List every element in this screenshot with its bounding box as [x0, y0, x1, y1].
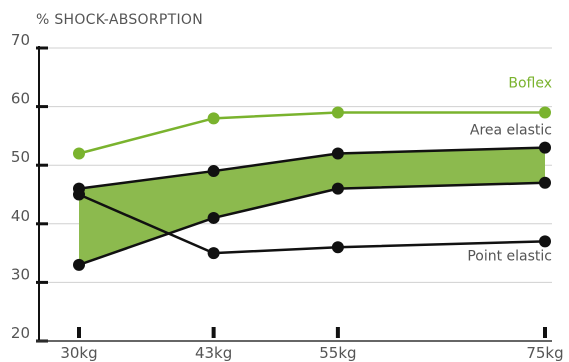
data-point [539, 106, 551, 119]
data-point [331, 147, 344, 160]
data-point [73, 258, 85, 271]
data-point [331, 182, 344, 195]
data-point [207, 247, 220, 260]
series-line [78, 181, 546, 267]
band-fill [79, 147, 545, 265]
y-axis: 20 30 40 50 60 70 [11, 31, 48, 343]
data-point [73, 188, 85, 201]
x-axis: 30kg 43kg 55kg 75kg [36, 327, 564, 362]
data-point [539, 235, 551, 248]
y-tick-label: 30 [11, 265, 30, 283]
data-point [331, 241, 344, 254]
series-label: Boflex [508, 75, 552, 91]
series-lines [78, 111, 546, 267]
y-tick-label: 40 [11, 207, 30, 225]
series-points [73, 106, 551, 271]
data-point [73, 147, 85, 160]
data-point [539, 176, 551, 189]
data-point [207, 211, 220, 224]
y-tick-label: 60 [11, 90, 30, 108]
series-line [78, 146, 546, 190]
series-label: Area elastic [470, 123, 552, 139]
y-tick-label: 20 [11, 324, 30, 342]
data-point [207, 112, 220, 125]
data-point [207, 165, 220, 178]
series-labels: Boflex Area elastic Point elastic [467, 75, 552, 264]
x-tick-label: 30kg [60, 344, 97, 362]
y-axis-title: % SHOCK-ABSORPTION [36, 12, 203, 28]
series-line [78, 193, 546, 255]
data-point [539, 141, 551, 154]
y-tick-label: 50 [11, 148, 30, 166]
area-elastic-band [79, 147, 545, 265]
x-tick-label: 43kg [195, 344, 232, 362]
x-tick-label: 55kg [319, 344, 356, 362]
series-label: Point elastic [467, 248, 552, 264]
series-line [78, 111, 545, 155]
x-tick-label: 75kg [526, 344, 563, 362]
data-point [331, 106, 344, 119]
y-tick-label: 70 [11, 31, 30, 49]
